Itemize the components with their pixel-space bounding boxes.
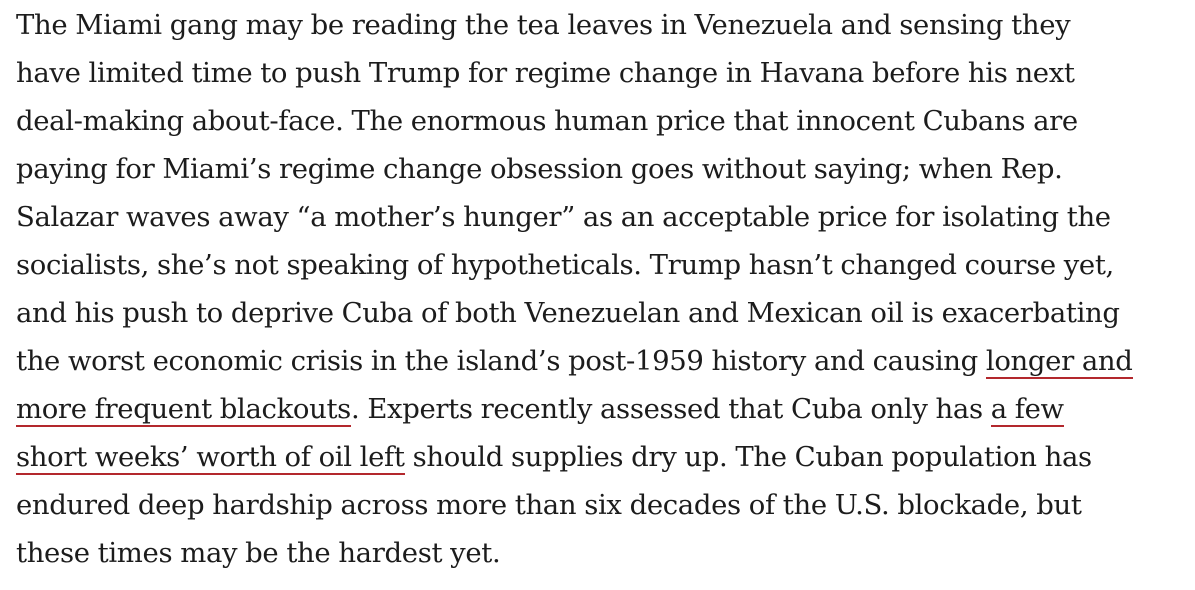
oil-supply-link[interactable]: a few (990, 393, 1064, 427)
text-line: more frequent blackouts. Experts recentl… (16, 385, 1185, 433)
text-line: these times may be the hardest yet. (16, 537, 501, 569)
oil-supply-link-continued[interactable]: short weeks’ worth of oil left (16, 441, 405, 475)
text-line: The Miami gang may be reading the tea le… (16, 9, 1071, 41)
text-line: deal-making about-face. The enormous hum… (16, 105, 1078, 137)
blackouts-link-continued[interactable]: more frequent blackouts (16, 393, 351, 427)
text-line: Salazar waves away “a mother’s hunger” a… (16, 201, 1111, 233)
text-line: and his push to deprive Cuba of both Ven… (16, 297, 1120, 329)
article-paragraph: The Miami gang may be reading the tea le… (16, 1, 1185, 577)
text-line: paying for Miami’s regime change obsessi… (16, 153, 1063, 185)
text-segment: the worst economic crisis in the island’… (16, 345, 986, 377)
text-line: have limited time to push Trump for regi… (16, 57, 1075, 89)
text-line: socialists, she’s not speaking of hypoth… (16, 249, 1114, 281)
text-line: the worst economic crisis in the island’… (16, 337, 1185, 385)
text-segment: should supplies dry up. The Cuban popula… (404, 441, 1093, 473)
text-segment: . Experts recently assessed that Cuba on… (350, 393, 991, 425)
text-line: short weeks’ worth of oil left should su… (16, 433, 1185, 481)
text-line: endured deep hardship across more than s… (16, 489, 1082, 521)
blackouts-link[interactable]: longer and (985, 345, 1133, 379)
